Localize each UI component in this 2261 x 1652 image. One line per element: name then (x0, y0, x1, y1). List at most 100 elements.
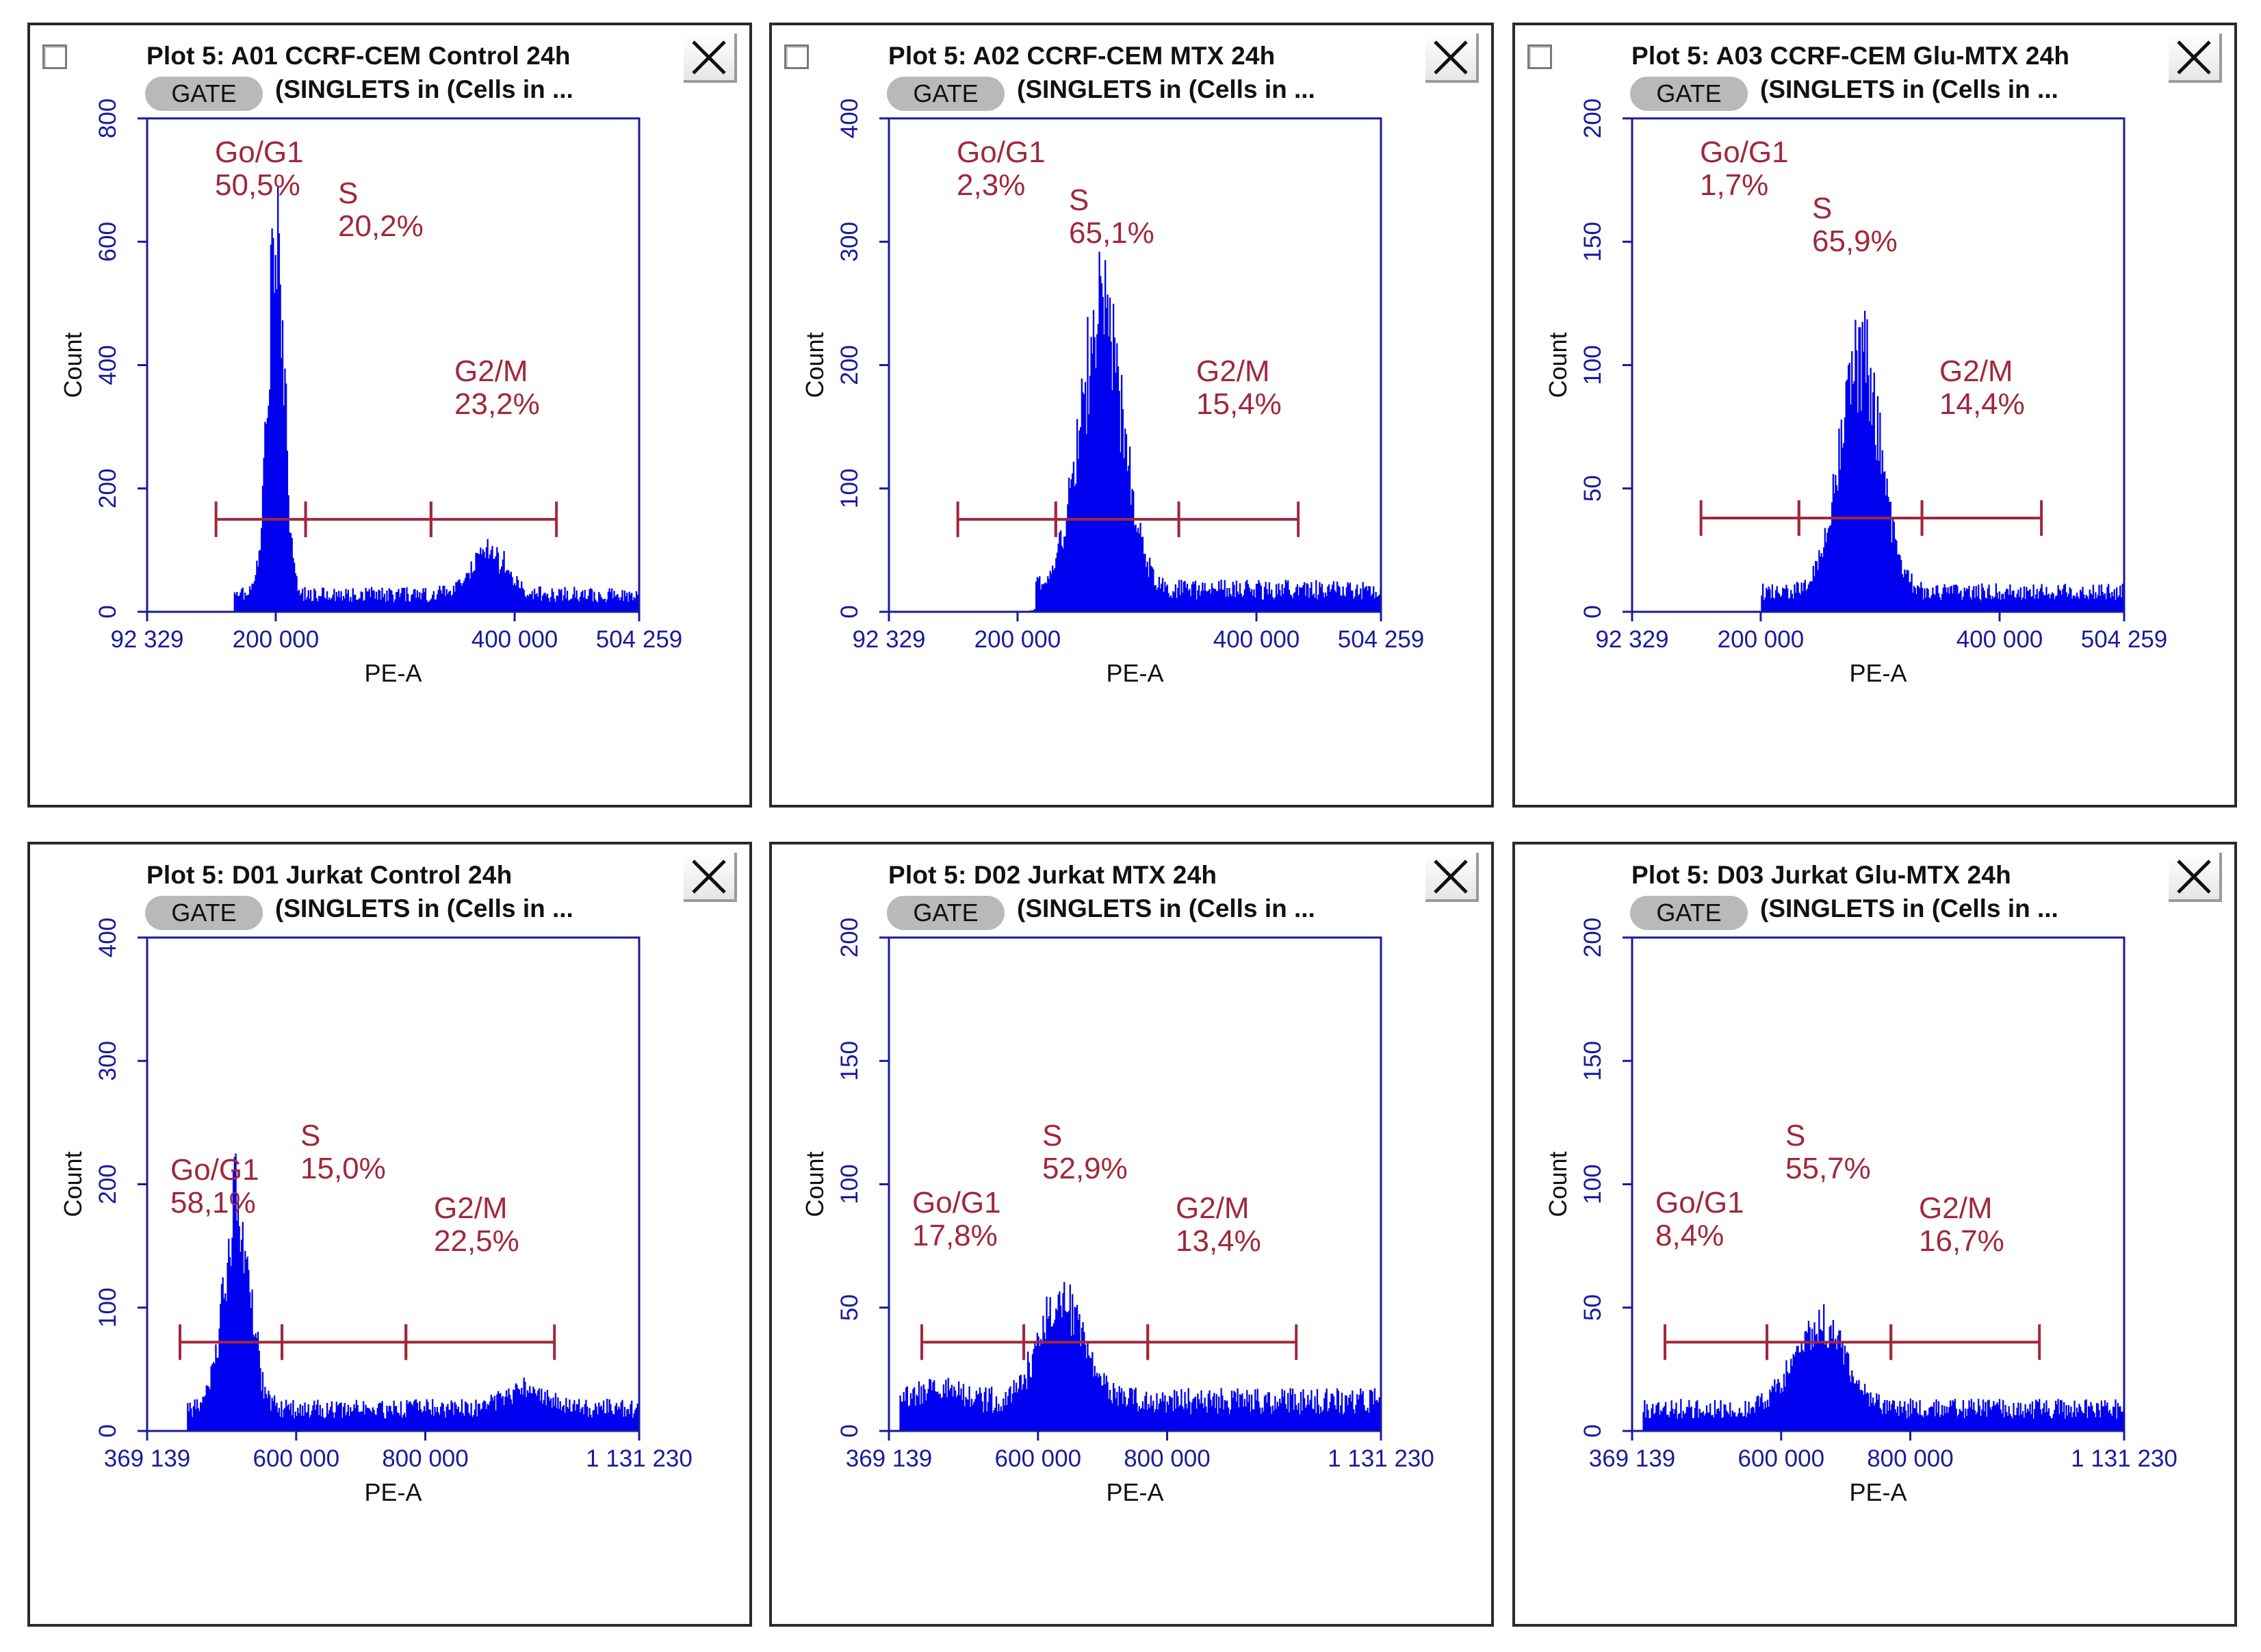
histogram-bin (1110, 341, 1112, 612)
gate-button[interactable]: GATE (887, 77, 1005, 111)
histogram-bin (1986, 1417, 1988, 1431)
histogram-bin (1213, 1393, 1215, 1431)
close-button[interactable] (2169, 853, 2222, 902)
histogram-bin (1819, 556, 1822, 612)
histogram-bin (1744, 1401, 1746, 1431)
histogram-bin (1978, 599, 1981, 612)
histogram-bin (1957, 1414, 1960, 1431)
histogram-bin (378, 591, 381, 612)
histogram-bin (1044, 1339, 1046, 1431)
histogram-bin (565, 1397, 567, 1431)
histogram-bin (265, 1394, 268, 1431)
histogram-bin (444, 595, 447, 612)
histogram-bin (1759, 1397, 1761, 1431)
histogram-bin (1104, 1384, 1107, 1431)
histogram-bin (618, 597, 620, 612)
histogram-bin (1044, 582, 1046, 612)
gate-button[interactable]: GATE (887, 896, 1005, 930)
histogram-bin (909, 1393, 912, 1431)
histogram-bin (1029, 1376, 1031, 1431)
histogram-bin (1946, 1406, 1948, 1431)
histogram-bin (1360, 1388, 1362, 1431)
histogram-bin (1785, 1360, 1787, 1431)
histogram-bin (920, 1386, 922, 1431)
histogram-bin (1813, 1322, 1816, 1431)
x-tick-label: 92 329 (852, 626, 925, 653)
histogram-bin (1319, 582, 1321, 612)
histogram-bin (1085, 1358, 1087, 1431)
select-checkbox[interactable] (42, 44, 67, 69)
gate-button[interactable]: GATE (145, 896, 263, 930)
histogram-bin (952, 1396, 954, 1431)
histogram-bin (1855, 350, 1858, 612)
histogram-bin (2050, 594, 2052, 612)
histogram-bin (1296, 1409, 1299, 1431)
histogram-bin (457, 580, 459, 612)
histogram-bin (631, 1400, 633, 1431)
histogram-bin (399, 597, 401, 612)
histogram-bin (1181, 1406, 1184, 1431)
histogram-bin (1950, 585, 1952, 612)
histogram-bin (285, 1399, 287, 1431)
histogram-bin (1860, 411, 1863, 612)
histogram-bin (1307, 1395, 1309, 1431)
histogram-bin (2077, 596, 2079, 612)
histogram-bin (1937, 585, 1939, 612)
histogram-bin (2044, 595, 2046, 612)
select-checkbox[interactable] (784, 44, 809, 69)
gate-button[interactable]: GATE (145, 77, 263, 111)
histogram-bin (408, 1402, 411, 1431)
histogram-bin (2055, 1400, 2057, 1431)
histogram-bin (276, 289, 278, 612)
histogram-bin (1067, 1312, 1069, 1431)
gate-button[interactable]: GATE (1630, 896, 1748, 930)
plot-title: Plot 5: D03 Jurkat Glu-MTX 24h (1631, 861, 2011, 889)
histogram-bin (1316, 1389, 1319, 1431)
histogram-bin (502, 559, 504, 612)
histogram-bin (360, 1411, 362, 1431)
histogram-bin (1993, 598, 1995, 612)
histogram-bin (2084, 598, 2086, 612)
histogram-bin (1352, 1409, 1355, 1431)
histogram-bin (417, 1410, 419, 1431)
histogram-bin (2095, 592, 2097, 612)
close-button[interactable] (684, 853, 737, 902)
histogram-bin (1824, 528, 1826, 612)
histogram-bin (1373, 586, 1375, 612)
histogram-bin (1687, 1407, 1689, 1431)
close-button[interactable] (1425, 34, 1479, 83)
histogram-bin (399, 1415, 401, 1431)
histogram-bin (1009, 1386, 1011, 1431)
close-button[interactable] (1425, 853, 1479, 902)
histogram-bin (598, 591, 600, 612)
histogram-bin (401, 1417, 403, 1431)
histogram-bin (579, 1412, 581, 1431)
histogram-bin (946, 1397, 948, 1431)
histogram-bin (1291, 1389, 1294, 1431)
histogram-bin (2019, 587, 2021, 612)
histogram-bin (927, 1389, 929, 1431)
histogram-bin (452, 1415, 455, 1431)
histogram-bin (2070, 589, 2072, 612)
close-button[interactable] (684, 34, 737, 83)
histogram-bin (1278, 583, 1280, 612)
histogram-bin (378, 1402, 381, 1431)
histogram-bin (1341, 1393, 1343, 1431)
close-button[interactable] (2169, 34, 2222, 83)
histogram-bin (259, 550, 261, 612)
histogram-bin (493, 558, 495, 612)
histogram-bin (1694, 1408, 1696, 1431)
histogram-bin (1682, 1410, 1684, 1431)
histogram-bin (1945, 1413, 1947, 1431)
histogram-bin (1764, 1401, 1766, 1431)
histogram-bin (1335, 1409, 1337, 1431)
gate-button[interactable]: GATE (1630, 77, 1748, 111)
select-checkbox[interactable] (1527, 44, 1552, 69)
histogram-bin (449, 1409, 451, 1431)
histogram-bin (2041, 1414, 2043, 1431)
histogram-bin (289, 532, 292, 612)
histogram-bin (1653, 1414, 1655, 1431)
histogram-bin (1185, 1404, 1187, 1431)
histogram-bin (448, 1410, 450, 1431)
